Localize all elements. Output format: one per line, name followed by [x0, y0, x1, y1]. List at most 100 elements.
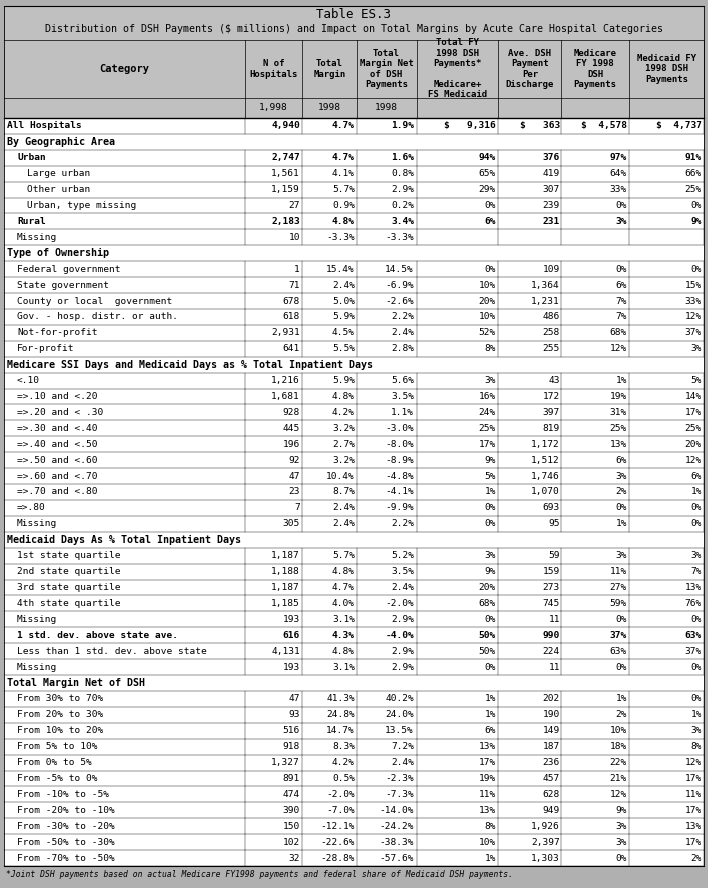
Text: 457: 457 [543, 774, 560, 783]
Text: 1,187: 1,187 [271, 583, 300, 592]
Text: -7.0%: -7.0% [326, 805, 355, 815]
Text: 4.3%: 4.3% [332, 630, 355, 639]
FancyBboxPatch shape [4, 627, 704, 643]
Text: Federal government: Federal government [17, 265, 120, 274]
FancyBboxPatch shape [4, 484, 704, 500]
Text: 3.4%: 3.4% [391, 217, 414, 226]
Text: -24.2%: -24.2% [379, 821, 414, 830]
Text: 17%: 17% [685, 805, 702, 815]
Text: -9.9%: -9.9% [385, 503, 414, 512]
Text: =>.10 and <.20: =>.10 and <.20 [17, 392, 98, 401]
Text: 678: 678 [282, 297, 300, 305]
FancyBboxPatch shape [4, 197, 704, 213]
Text: 190: 190 [543, 710, 560, 719]
Text: 1%: 1% [484, 488, 496, 496]
Text: From -20% to -10%: From -20% to -10% [17, 805, 115, 815]
Text: From -30% to -20%: From -30% to -20% [17, 821, 115, 830]
Text: 18%: 18% [610, 742, 627, 751]
Text: -6.9%: -6.9% [385, 281, 414, 289]
Text: 2.9%: 2.9% [391, 662, 414, 671]
Text: 37%: 37% [685, 646, 702, 655]
Text: From 10% to 20%: From 10% to 20% [17, 726, 103, 735]
Text: 93: 93 [288, 710, 300, 719]
Text: 1,303: 1,303 [531, 853, 560, 862]
Text: 1%: 1% [484, 694, 496, 703]
Text: 0%: 0% [615, 201, 627, 210]
FancyBboxPatch shape [4, 532, 704, 548]
Text: =>.60 and <.70: =>.60 and <.70 [17, 472, 98, 480]
Text: -7.3%: -7.3% [385, 790, 414, 799]
Text: 31%: 31% [610, 408, 627, 417]
Text: 0%: 0% [615, 614, 627, 623]
Text: 4.0%: 4.0% [332, 599, 355, 608]
FancyBboxPatch shape [4, 675, 704, 691]
Text: State government: State government [17, 281, 109, 289]
Text: 3%: 3% [615, 821, 627, 830]
Text: 202: 202 [543, 694, 560, 703]
FancyBboxPatch shape [4, 659, 704, 675]
Text: $   9,316: $ 9,316 [444, 122, 496, 131]
Text: 1%: 1% [615, 694, 627, 703]
Text: 172: 172 [543, 392, 560, 401]
Text: 59: 59 [549, 551, 560, 560]
Text: 376: 376 [543, 154, 560, 163]
Text: 4th state quartile: 4th state quartile [17, 599, 120, 608]
Text: 1998: 1998 [375, 104, 398, 113]
Text: 63%: 63% [610, 646, 627, 655]
Text: 14.7%: 14.7% [326, 726, 355, 735]
Text: Distribution of DSH Payments ($ millions) and Impact on Total Margins by Acute C: Distribution of DSH Payments ($ millions… [45, 24, 663, 34]
Text: 20%: 20% [685, 440, 702, 448]
Text: 6%: 6% [615, 281, 627, 289]
Text: 224: 224 [543, 646, 560, 655]
Text: 12%: 12% [610, 345, 627, 353]
Text: 193: 193 [282, 614, 300, 623]
Text: -12.1%: -12.1% [321, 821, 355, 830]
Text: 0%: 0% [615, 853, 627, 862]
FancyBboxPatch shape [4, 420, 704, 436]
Text: =>.80: =>.80 [17, 503, 46, 512]
Text: -2.3%: -2.3% [385, 774, 414, 783]
FancyBboxPatch shape [4, 229, 704, 245]
Text: 1,364: 1,364 [531, 281, 560, 289]
Text: 2.4%: 2.4% [391, 758, 414, 767]
Text: 29%: 29% [479, 185, 496, 194]
FancyBboxPatch shape [4, 755, 704, 771]
Text: 22%: 22% [610, 758, 627, 767]
Text: 2.9%: 2.9% [391, 646, 414, 655]
Text: 10%: 10% [479, 837, 496, 846]
Text: 5%: 5% [484, 472, 496, 480]
FancyBboxPatch shape [4, 803, 704, 818]
Text: 231: 231 [543, 217, 560, 226]
Text: 1%: 1% [615, 377, 627, 385]
Text: 10%: 10% [479, 281, 496, 289]
FancyBboxPatch shape [4, 6, 704, 40]
FancyBboxPatch shape [4, 245, 704, 261]
Text: 1,172: 1,172 [531, 440, 560, 448]
Text: 11%: 11% [685, 790, 702, 799]
Text: 13%: 13% [479, 742, 496, 751]
Text: 0%: 0% [690, 694, 702, 703]
Text: Total
Margin: Total Margin [314, 59, 346, 79]
Text: 7.2%: 7.2% [391, 742, 414, 751]
Text: Gov. - hosp. distr. or auth.: Gov. - hosp. distr. or auth. [17, 313, 178, 321]
Text: 5.0%: 5.0% [332, 297, 355, 305]
FancyBboxPatch shape [4, 436, 704, 452]
Text: 32: 32 [288, 853, 300, 862]
Text: <.10: <.10 [17, 377, 40, 385]
Text: -3.0%: -3.0% [385, 424, 414, 432]
Text: 255: 255 [543, 345, 560, 353]
Text: By Geographic Area: By Geographic Area [7, 137, 115, 147]
Text: 8%: 8% [484, 821, 496, 830]
Text: 397: 397 [543, 408, 560, 417]
Text: 8.7%: 8.7% [332, 488, 355, 496]
FancyBboxPatch shape [4, 580, 704, 596]
Text: 5.6%: 5.6% [391, 377, 414, 385]
Text: Less than 1 std. dev. above state: Less than 1 std. dev. above state [17, 646, 207, 655]
Text: 4.2%: 4.2% [332, 758, 355, 767]
FancyBboxPatch shape [4, 643, 704, 659]
Text: 2.9%: 2.9% [391, 185, 414, 194]
Text: 8%: 8% [690, 742, 702, 751]
FancyBboxPatch shape [4, 850, 704, 866]
Text: 0%: 0% [690, 614, 702, 623]
Text: 273: 273 [543, 583, 560, 592]
